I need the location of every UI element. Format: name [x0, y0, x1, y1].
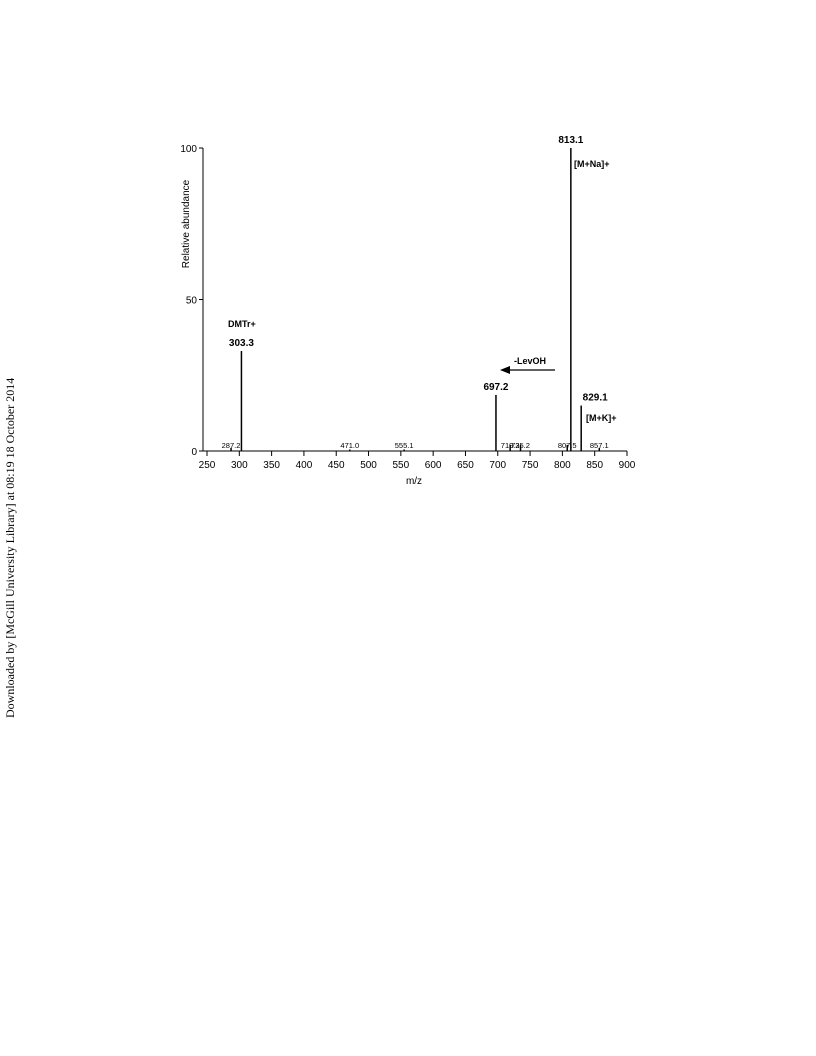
peak-label: 813.1 [558, 135, 583, 146]
peak-label: 287.2 [222, 441, 241, 450]
x-tick-label: 350 [263, 460, 280, 471]
y-tick-label: 50 [186, 296, 198, 307]
x-tick-label: 500 [360, 460, 377, 471]
x-tick-label: 800 [554, 460, 571, 471]
x-tick-label: 850 [586, 460, 603, 471]
x-tick-label: 650 [457, 460, 474, 471]
x-tick-label: 450 [328, 460, 345, 471]
x-tick-label: 300 [231, 460, 248, 471]
peak-label: 555.1 [395, 441, 414, 450]
side-note: Downloaded by [McGill University Library… [3, 378, 17, 718]
annotation: DMTr+ [228, 319, 256, 329]
x-tick-label: 600 [425, 460, 442, 471]
annotation: [M+Na]+ [574, 159, 610, 169]
annotation: -LevOH [514, 356, 546, 366]
annotation: [M+K]+ [586, 413, 617, 423]
y-tick-label: 0 [191, 447, 197, 458]
peak-label: 697.2 [483, 382, 508, 393]
peak-label: 807.5 [558, 441, 577, 450]
peak-label: 303.3 [229, 338, 254, 349]
peak-label: 719.2 [501, 441, 520, 450]
x-axis-label: m/z [406, 476, 422, 487]
x-tick-label: 250 [199, 460, 216, 471]
x-tick-label: 550 [393, 460, 410, 471]
x-tick-label: 900 [619, 460, 636, 471]
y-axis-label: Relative abundance [181, 179, 192, 268]
peak-label: 829.1 [583, 393, 608, 404]
x-tick-label: 400 [296, 460, 313, 471]
peak-label: 471.0 [340, 441, 359, 450]
x-tick-label: 700 [489, 460, 506, 471]
y-tick-label: 100 [180, 144, 197, 155]
arrow-head [500, 366, 510, 374]
x-tick-label: 750 [522, 460, 539, 471]
peak-label: 735.2 [511, 441, 530, 450]
peak-label: 857.1 [590, 441, 609, 450]
